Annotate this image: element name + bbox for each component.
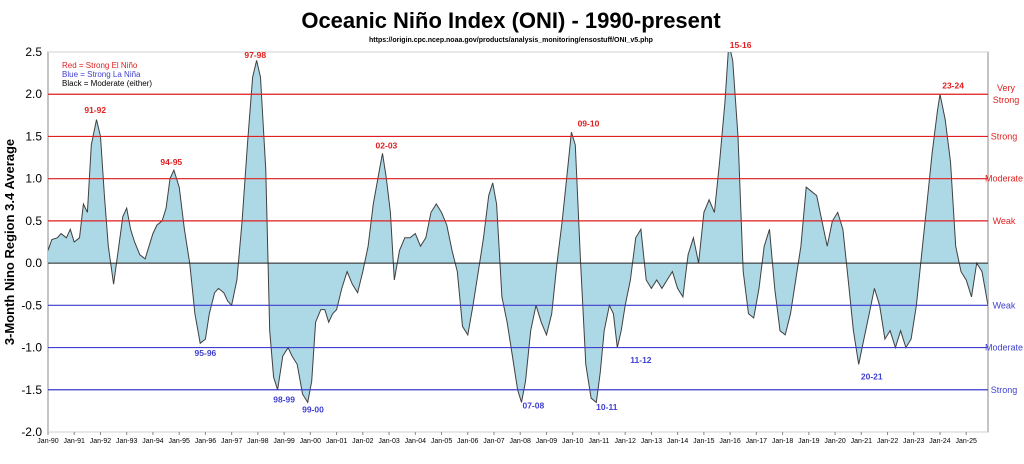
x-tick-label: Jan-22: [877, 438, 899, 445]
x-tick-label: Jan-15: [693, 438, 715, 445]
event-annotation: 07-08: [522, 400, 544, 410]
x-tick-label: Jan-16: [719, 438, 741, 445]
y-tick-label: 1.5: [25, 129, 42, 143]
x-tick-label: Jan-96: [195, 438, 217, 445]
x-tick-label: Jan-98: [247, 438, 269, 445]
x-tick-label: Jan-25: [956, 438, 978, 445]
y-tick-label: 2.5: [25, 45, 42, 59]
plot-area: 2.5 2.0 1.5 1.0 0.5 0.0 -0.5 -1.0 -1.5 -2.0 Very St…: [21, 40, 1023, 445]
event-annotation: 20-21: [861, 372, 883, 382]
x-tick-label: Jan-19: [798, 438, 820, 445]
event-annotation: 97-98: [244, 50, 266, 60]
event-annotation: 15-16: [730, 40, 752, 50]
x-tick-label: Jan-01: [326, 438, 348, 445]
x-tick-label: Jan-95: [168, 438, 190, 445]
event-annotation: 91-92: [84, 105, 106, 115]
chart-title: Oceanic Niño Index (ONI) - 1990-present: [301, 8, 721, 33]
x-tick-label: Jan-14: [667, 438, 689, 445]
x-tick-label: Jan-10: [562, 438, 584, 445]
x-tick-label: Jan-94: [142, 438, 164, 445]
threshold-label: Moderate: [985, 174, 1023, 184]
oni-line: [48, 52, 988, 404]
y-tick-label: -1.0: [21, 341, 42, 355]
y-tick-label: -0.5: [21, 298, 42, 312]
y-tick-label: -1.5: [21, 383, 42, 397]
threshold-label: Strong: [991, 131, 1018, 141]
threshold-label: Moderate: [985, 343, 1023, 353]
y-axis-label: 3-Month Nino Region 3.4 Average: [2, 139, 17, 345]
x-tick-label: Jan-04: [405, 438, 427, 445]
threshold-label: Strong: [991, 385, 1018, 395]
event-annotation: 98-99: [273, 394, 295, 404]
event-annotation: 11-12: [630, 355, 652, 365]
legend-entry: Red = Strong El Niño: [62, 61, 138, 70]
x-tick-label: Jan-21: [851, 438, 873, 445]
oni-area: [48, 52, 988, 403]
y-tick-label: 2.0: [25, 87, 42, 101]
x-tick-label: Jan-11: [588, 438, 609, 445]
x-tick-label: Jan-13: [641, 438, 663, 445]
x-tick-label: Jan-93: [116, 438, 138, 445]
x-tick-label: Jan-91: [64, 438, 86, 445]
x-tick-label: Jan-23: [903, 438, 925, 445]
legend-entry: Black = Moderate (either): [62, 79, 152, 88]
chart-subtitle: https://origin.cpc.ncep.noaa.gov/product…: [369, 37, 653, 44]
y-tick-label: 0.5: [25, 214, 42, 228]
x-tick-label: Jan-07: [483, 438, 505, 445]
y-tick-label: -2.0: [21, 425, 42, 439]
event-annotation: 99-00: [302, 405, 324, 415]
x-tick-label: Jan-08: [510, 438, 532, 445]
event-annotation: 02-03: [376, 140, 398, 150]
legend-entry: Blue = Strong La Niña: [62, 70, 141, 79]
threshold-label: Weak: [993, 300, 1016, 310]
x-tick-label: Jan-12: [614, 438, 636, 445]
event-annotation: 23-24: [942, 80, 964, 90]
x-tick-label: Jan-24: [929, 438, 951, 445]
y-tick-label: 1.0: [25, 172, 42, 186]
x-tick-label: Jan-97: [221, 438, 243, 445]
x-tick-label: Jan-09: [536, 438, 558, 445]
event-annotation: 10-11: [596, 402, 618, 412]
event-annotation: 95-96: [195, 348, 217, 358]
y-tick-label: 0.0: [25, 256, 42, 270]
x-tick-label: Jan-00: [300, 438, 322, 445]
event-annotation: 94-95: [160, 157, 182, 167]
x-tick-label: Jan-05: [431, 438, 453, 445]
event-annotation: 09-10: [578, 118, 600, 128]
x-tick-label: Jan-02: [352, 438, 374, 445]
x-tick-label: Jan-06: [457, 438, 479, 445]
x-tick-label: Jan-99: [273, 438, 295, 445]
x-tick-label: Jan-92: [90, 438, 112, 445]
threshold-label: Weak: [993, 216, 1016, 226]
threshold-label: Strong: [993, 95, 1020, 105]
x-tick-label: Jan-17: [746, 438, 768, 445]
x-tick-label: Jan-90: [37, 438, 59, 445]
x-tick-label: Jan-20: [824, 438, 846, 445]
x-tick-label: Jan-18: [772, 438, 794, 445]
x-tick-label: Jan-03: [378, 438, 400, 445]
threshold-label: Very: [997, 83, 1016, 93]
